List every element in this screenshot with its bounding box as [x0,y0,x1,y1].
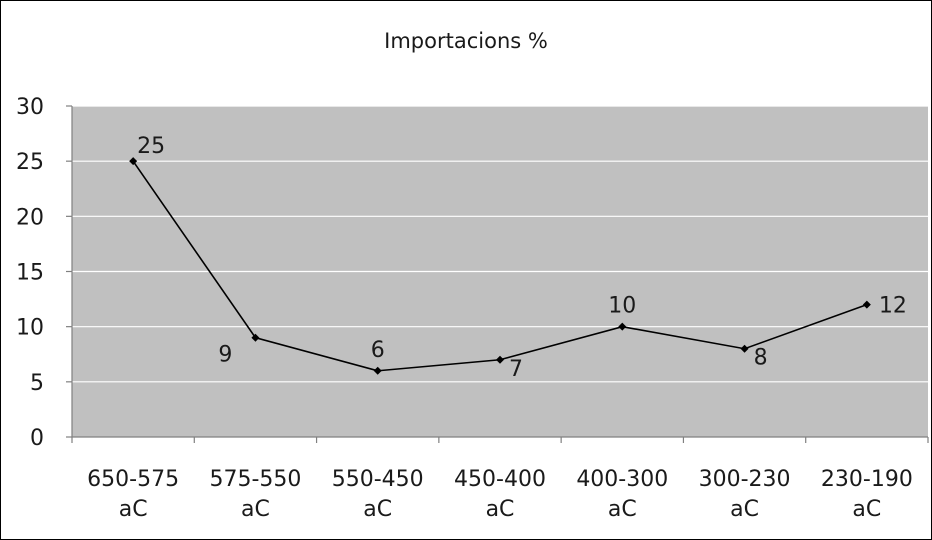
y-tick-label: 0 [30,426,44,451]
data-markers [129,157,871,375]
x-category-label: 450-400 [454,467,546,492]
data-point-marker [862,300,871,309]
y-tick-label: 20 [16,205,44,230]
data-point-marker [618,322,627,331]
x-category-label: aC [119,497,148,522]
data-point-marker [129,157,138,166]
data-point-marker [496,355,504,364]
x-axis-categories: 650-575 aC 575-550 aC 550-450 aC 450-400 aC 400-… [71,437,929,522]
data-labels: 25 9 6 7 10 8 12 [137,134,907,382]
x-category-label: aC [241,497,270,522]
x-category-label: 230-190 [821,467,913,492]
data-label: 25 [137,134,165,159]
data-label: 6 [371,338,385,363]
x-category-label: aC [363,497,392,522]
x-category-label: aC [608,497,637,522]
x-category-label: aC [730,497,759,522]
data-label: 12 [879,294,907,319]
data-point-marker [251,333,260,342]
y-tick-label: 15 [16,261,44,286]
data-point-marker [373,366,382,375]
data-label: 7 [509,357,523,382]
x-category-label: 550-450 [332,467,424,492]
gridlines [72,105,928,383]
data-label: 8 [754,346,768,371]
x-category-label: 575-550 [209,467,301,492]
x-category-label: 650-575 [87,467,179,492]
y-tick-label: 25 [16,150,44,175]
y-tick-label: 30 [16,95,44,120]
x-category-label: 400-300 [576,467,668,492]
y-tick-label: 10 [16,316,44,341]
data-point-marker [740,344,749,353]
data-label: 10 [608,294,636,319]
chart-title: Importacions % [384,29,548,53]
x-category-label: 300-230 [699,467,791,492]
x-category-label: aC [852,497,881,522]
data-label: 9 [218,343,232,368]
x-category-label: aC [486,497,515,522]
y-axis-ticks: 0 5 10 15 20 25 30 [16,95,72,451]
y-tick-label: 5 [30,371,44,396]
